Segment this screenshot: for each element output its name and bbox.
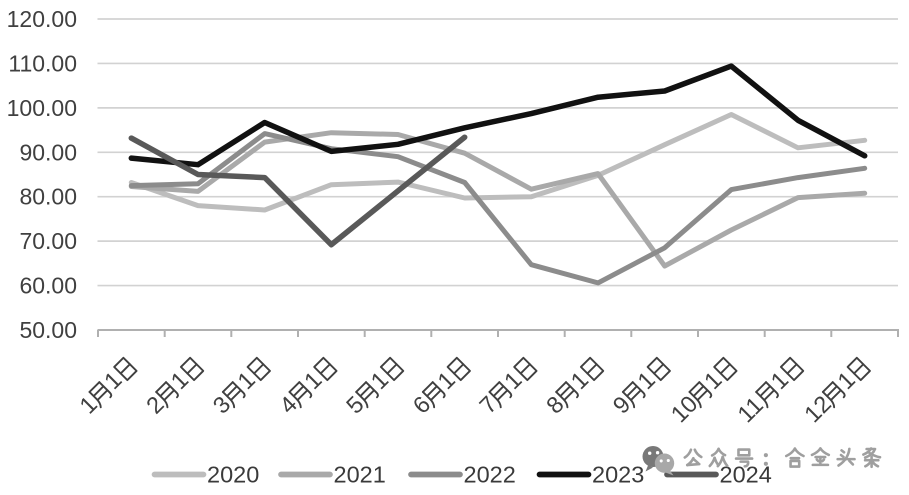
svg-text:2021: 2021 <box>334 462 386 488</box>
svg-text:70.00: 70.00 <box>19 228 77 254</box>
svg-text:50.00: 50.00 <box>19 317 77 343</box>
svg-text:2020: 2020 <box>207 462 259 488</box>
svg-text:100.00: 100.00 <box>7 95 77 121</box>
svg-text:60.00: 60.00 <box>19 273 77 299</box>
svg-text:110.00: 110.00 <box>8 50 77 76</box>
svg-text:2023: 2023 <box>592 462 644 488</box>
svg-text:80.00: 80.00 <box>19 184 77 210</box>
svg-text:2022: 2022 <box>464 462 516 488</box>
svg-text:120.00: 120.00 <box>7 6 77 32</box>
svg-text:90.00: 90.00 <box>19 139 77 165</box>
